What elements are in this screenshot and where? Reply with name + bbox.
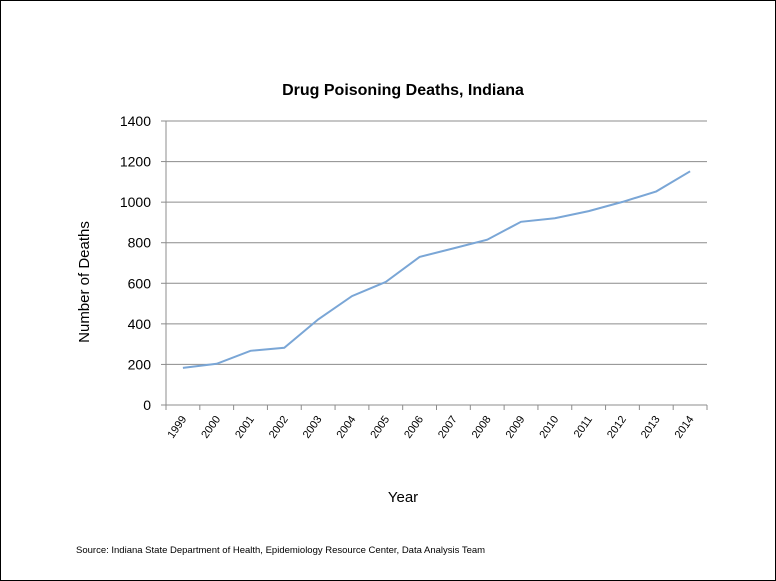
y-tick-label: 600	[128, 275, 152, 291]
x-axis-ticks: 1999 2000 2001 2002 2003 2004 2005 2006 2007 2008…	[165, 414, 696, 441]
x-tick-label: 2011	[572, 414, 595, 440]
x-tick-label: 2000	[199, 414, 223, 441]
axes	[161, 120, 708, 410]
y-axis-ticks: 0 200 400 600 800 1000 1200 1400	[120, 113, 151, 413]
y-tick-label: 800	[128, 235, 152, 251]
x-tick-label: 2013	[639, 414, 663, 441]
source-note: Source: Indiana State Department of Heal…	[76, 545, 485, 556]
y-tick-label: 1200	[120, 154, 151, 170]
y-tick-label: 0	[143, 397, 151, 413]
x-tick-label: 2008	[470, 414, 494, 441]
x-tick-label: 2002	[267, 414, 291, 441]
x-tick-label: 1999	[165, 414, 189, 441]
x-tick-label: 2006	[402, 414, 426, 441]
y-tick-label: 400	[128, 316, 152, 332]
x-tick-label: 2004	[335, 414, 359, 441]
x-axis-title: Year	[388, 489, 418, 506]
y-tick-label: 1400	[120, 113, 151, 129]
x-tick-label: 2005	[368, 414, 392, 441]
x-tick-label: 2003	[301, 414, 325, 441]
x-tick-label: 2009	[504, 414, 528, 441]
y-axis-title: Number of Deaths	[76, 221, 93, 343]
series-line	[182, 170, 691, 369]
y-tick-label: 200	[128, 356, 152, 372]
x-tick-label: 2014	[673, 414, 697, 441]
y-tick-label: 1000	[120, 194, 151, 210]
chart-title: Drug Poisoning Deaths, Indiana	[282, 82, 524, 99]
x-tick-label: 2001	[233, 414, 257, 441]
gridlines	[166, 120, 707, 365]
x-tick-label: 2012	[605, 414, 629, 441]
x-tick-label: 2007	[436, 414, 460, 441]
x-tick-label: 2010	[537, 414, 561, 441]
